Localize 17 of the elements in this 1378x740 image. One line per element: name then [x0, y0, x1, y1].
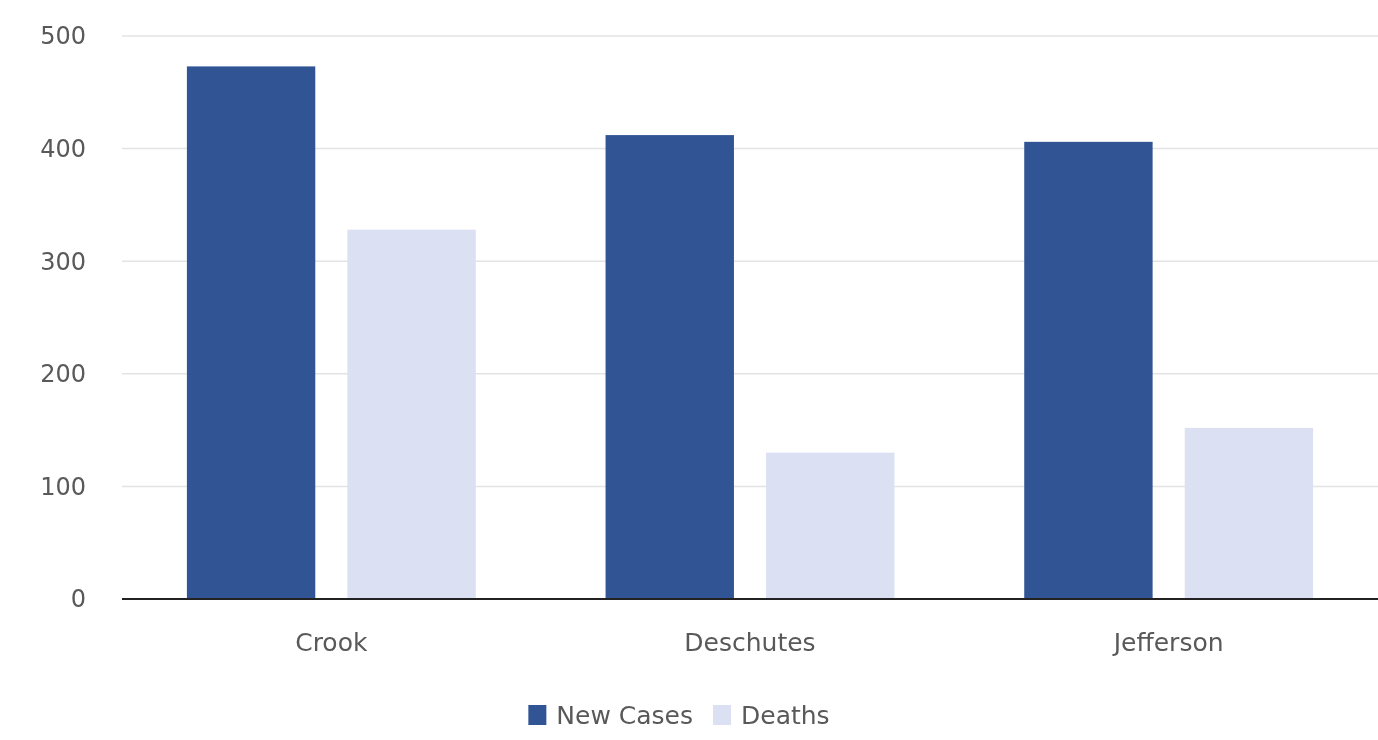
bar: [186, 66, 316, 599]
y-tick-label: 500: [40, 22, 86, 51]
y-tick-label: 300: [40, 247, 86, 276]
y-tick-label: 100: [40, 472, 86, 501]
bar: [766, 452, 895, 599]
x-tick-label: Crook: [295, 628, 368, 657]
y-tick-label: 200: [40, 360, 86, 389]
legend-label: New Cases: [556, 700, 694, 730]
bar: [347, 229, 476, 599]
y-tick-label: 400: [40, 135, 86, 163]
bar: [1184, 427, 1314, 599]
x-tick-label: Deschutes: [684, 628, 816, 657]
bar: [605, 135, 734, 599]
bar: [1024, 141, 1153, 599]
legend-label: Deaths: [741, 700, 830, 730]
x-tick-label: Jefferson: [1111, 628, 1224, 657]
y-tick-label: 0: [70, 585, 86, 614]
